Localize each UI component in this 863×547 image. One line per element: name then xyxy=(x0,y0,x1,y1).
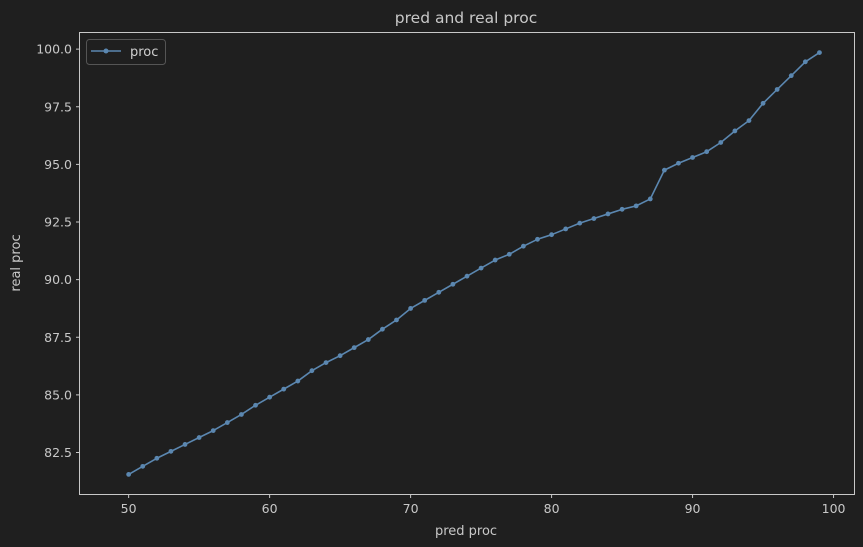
legend-label: proc xyxy=(130,45,158,60)
data-point xyxy=(422,297,428,303)
data-point xyxy=(323,360,329,366)
x-tick-label: 80 xyxy=(544,501,560,516)
data-point xyxy=(267,394,273,400)
data-point xyxy=(690,155,695,160)
data-point xyxy=(577,220,583,226)
data-point xyxy=(563,226,569,232)
data-point xyxy=(168,448,174,454)
x-tick-label: 50 xyxy=(121,501,137,516)
data-point xyxy=(464,273,470,279)
legend: proc xyxy=(86,39,166,65)
data-point xyxy=(239,412,244,417)
y-tick-label: 87.5 xyxy=(44,330,72,345)
data-point xyxy=(309,368,315,374)
data-point xyxy=(760,100,766,106)
chart-title: pred and real proc xyxy=(395,9,537,27)
x-axis-label: pred proc xyxy=(435,524,497,539)
data-point xyxy=(408,306,414,311)
data-point xyxy=(788,73,794,79)
data-point xyxy=(295,378,301,384)
y-tick-label: 82.5 xyxy=(44,445,72,460)
data-point xyxy=(224,420,230,425)
data-point xyxy=(253,402,258,408)
data-point xyxy=(450,281,456,287)
data-point xyxy=(337,353,343,359)
x-tick-label: 100 xyxy=(822,501,846,516)
data-point xyxy=(478,265,484,271)
y-axis-label: real proc xyxy=(9,234,24,291)
x-axis: 50 60 70 80 90 100 xyxy=(121,494,846,516)
series-line xyxy=(128,51,820,476)
data-point xyxy=(746,118,752,123)
data-point xyxy=(210,428,216,434)
data-point xyxy=(140,463,146,469)
data-point xyxy=(647,196,653,202)
data-point xyxy=(619,206,625,212)
data-point xyxy=(732,128,738,134)
data-point xyxy=(182,442,188,447)
data-point xyxy=(802,59,808,65)
data-point xyxy=(394,317,399,323)
data-point xyxy=(281,386,287,392)
data-point xyxy=(126,472,132,477)
y-tick-label: 95.0 xyxy=(44,157,72,172)
data-point xyxy=(365,337,371,342)
y-tick-label: 90.0 xyxy=(44,272,72,287)
series-proc xyxy=(126,50,822,477)
data-point xyxy=(380,326,385,332)
data-point xyxy=(436,289,442,295)
data-point xyxy=(633,203,639,209)
data-point xyxy=(506,251,512,257)
data-point xyxy=(154,455,160,461)
data-point xyxy=(704,149,710,155)
data-point xyxy=(774,87,780,92)
data-point xyxy=(718,140,724,145)
data-point xyxy=(196,435,202,440)
y-axis: 82.5 85.0 87.5 90.0 92.5 95.0 97.5 100.0 xyxy=(36,42,80,460)
data-point xyxy=(591,216,597,221)
y-tick-label: 97.5 xyxy=(44,99,72,114)
x-tick-label: 90 xyxy=(685,501,701,516)
data-point xyxy=(492,257,498,263)
x-tick-label: 70 xyxy=(403,501,419,516)
data-point xyxy=(520,243,526,249)
data-point xyxy=(535,236,540,242)
plot-area xyxy=(79,32,855,495)
legend-box xyxy=(86,39,166,65)
legend-marker xyxy=(103,48,109,54)
y-tick-label: 100.0 xyxy=(36,42,72,57)
data-point xyxy=(661,167,667,173)
x-tick-label: 60 xyxy=(262,501,278,516)
data-point xyxy=(351,345,357,351)
data-point xyxy=(817,50,822,55)
data-point xyxy=(676,160,681,166)
data-point xyxy=(605,211,611,217)
data-point xyxy=(549,232,554,238)
y-tick-label: 92.5 xyxy=(44,215,72,230)
y-tick-label: 85.0 xyxy=(44,387,72,402)
